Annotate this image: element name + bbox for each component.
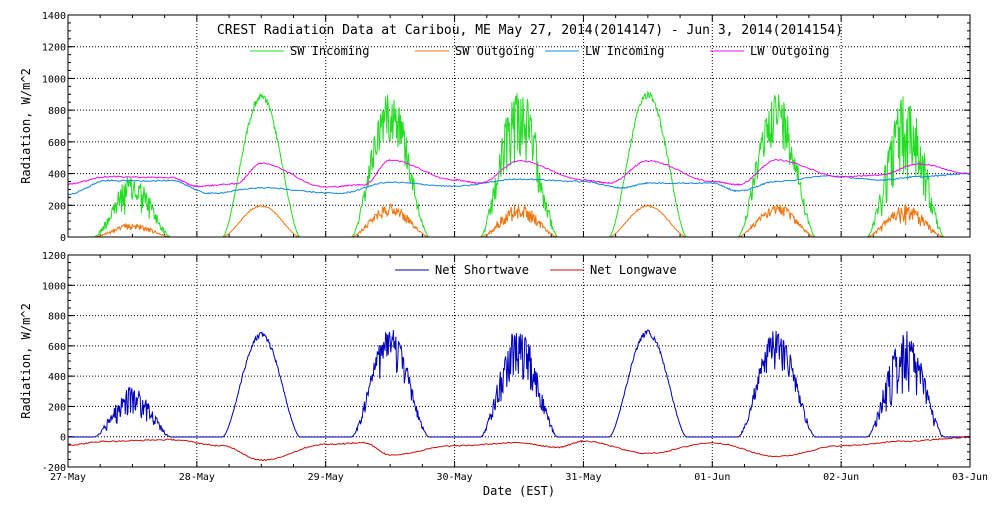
y-tick-label: 1000	[42, 281, 66, 292]
y-tick-label: 0	[60, 233, 66, 244]
y-tick-label: 200	[48, 402, 66, 413]
legend-label-sw_in: SW Incoming	[290, 44, 369, 58]
series-line-net_sw	[68, 329, 970, 438]
series-line-lw_out	[68, 158, 970, 188]
x-tick-label: 30-May	[437, 472, 473, 483]
plot-frame	[67, 14, 971, 238]
x-tick-label: 28-May	[179, 472, 215, 483]
x-tick-label: 01-Jun	[694, 472, 730, 483]
y-tick-label: 1200	[42, 43, 66, 54]
y-axis-title: Radiation, W/m^2	[19, 303, 33, 419]
x-tick-label: 03-Jun	[952, 472, 988, 483]
y-tick-label: 1200	[42, 251, 66, 262]
y-tick-label: 1000	[42, 74, 66, 85]
y-tick-label: 800	[48, 106, 66, 117]
y-tick-label: 600	[48, 138, 66, 149]
legend-label-lw_in: LW Incoming	[585, 44, 664, 58]
y-tick-label: 600	[48, 342, 66, 353]
series-line-net_lw	[68, 436, 970, 462]
y-tick-label: 200	[48, 201, 66, 212]
bottom-panel: -200 0 200 400 600 800 1000 1200 27-May 28-May 29-…	[19, 251, 988, 498]
chart-title: CREST Radiation Data at Caribou, ME May …	[217, 23, 843, 38]
x-tick-label: 27-May	[50, 472, 86, 483]
y-tick-label: 400	[48, 170, 66, 181]
y-tick-label: 400	[48, 372, 66, 383]
x-tick-label: 31-May	[565, 472, 601, 483]
legend-label-sw_out: SW Outgoing	[455, 44, 534, 58]
plot-frame	[67, 254, 971, 468]
series-line-sw_out	[68, 203, 970, 237]
y-tick-label: -200	[42, 463, 66, 474]
x-axis-title: Date (EST)	[483, 484, 555, 498]
legend-label-net_sw: Net Shortwave	[435, 263, 529, 277]
x-tick-label: 02-Jun	[823, 472, 859, 483]
legend-label-lw_out: LW Outgoing	[750, 44, 829, 58]
series-line-sw_in	[68, 90, 970, 237]
top-panel: 0 200 400 600 800 1000 1200 1400 Radiation, W/m^…	[19, 11, 971, 244]
y-axis-title: Radiation, W/m^2	[19, 68, 33, 184]
y-tick-label: 0	[60, 433, 66, 444]
legend-label-net_lw: Net Longwave	[590, 263, 677, 277]
y-tick-label: 1400	[42, 11, 66, 22]
y-tick-label: 800	[48, 312, 66, 323]
x-tick-label: 29-May	[308, 472, 344, 483]
